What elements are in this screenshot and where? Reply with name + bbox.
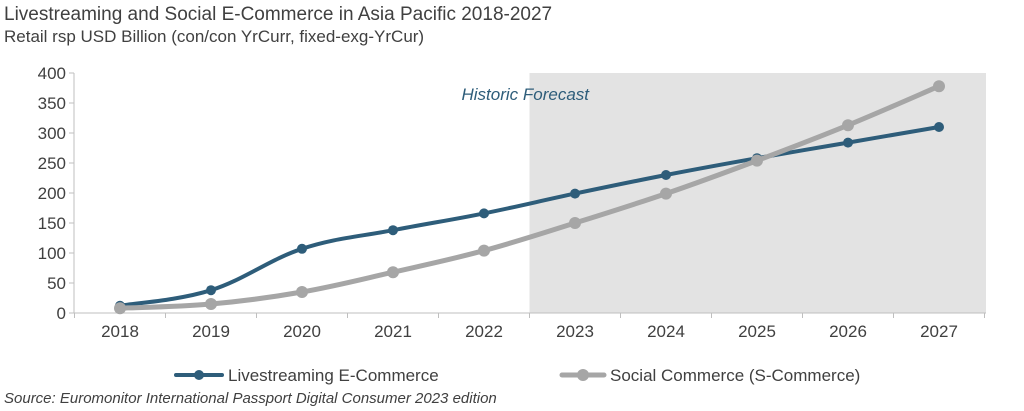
data-point	[297, 243, 307, 254]
data-point	[388, 225, 398, 236]
data-point	[843, 137, 853, 148]
series-social-commerce	[114, 80, 945, 315]
legend-swatch-marker	[194, 370, 204, 380]
x-tick-label: 2022	[465, 322, 503, 341]
data-point	[661, 170, 671, 180]
y-tick-label: 300	[38, 124, 66, 143]
y-tick-label: 50	[47, 274, 66, 293]
x-tick-label: 2021	[374, 322, 412, 341]
y-tick-label: 100	[38, 244, 66, 263]
legend-label: Livestreaming E-Commerce	[228, 366, 439, 385]
data-point	[934, 122, 944, 132]
x-tick-label: 2026	[829, 322, 867, 341]
x-tick-label: 2027	[920, 322, 958, 341]
line-chart: Historic Forecast 0 50 100 150 200 250 300 350 4…	[38, 64, 986, 385]
chart-title: Livestreaming and Social E-Commerce in A…	[4, 4, 553, 25]
data-point	[660, 187, 672, 200]
legend-item: Social Commerce (S-Commerce)	[559, 366, 860, 385]
legend-item: Livestreaming E-Commerce	[174, 366, 439, 385]
data-point	[570, 188, 580, 199]
data-point	[114, 302, 126, 315]
legend-label: Social Commerce (S-Commerce)	[610, 366, 860, 385]
data-point	[478, 244, 490, 257]
forecast-band-label: Historic Forecast	[462, 85, 591, 104]
y-tick-label: 250	[38, 154, 66, 173]
legend-swatch-marker	[577, 369, 589, 381]
series-line	[117, 83, 942, 311]
series-line	[118, 125, 941, 308]
source-note: Source: Euromonitor International Passpo…	[4, 390, 497, 407]
y-tick-label: 150	[38, 214, 66, 233]
y-tick-label: 0	[57, 304, 66, 323]
forecast-band	[529, 73, 986, 313]
x-axis: 2018 2019 2020 2021 2022 2023 2024 2025 2026 2027	[74, 313, 985, 341]
x-tick-label: 2025	[738, 322, 776, 341]
data-point	[205, 298, 217, 310]
x-tick-label: 2020	[283, 322, 321, 341]
y-tick-label: 200	[38, 184, 66, 203]
y-tick-label: 400	[38, 64, 66, 83]
y-axis: 0 50 100 150 200 250 300 350 400	[38, 64, 74, 323]
data-point	[206, 285, 216, 296]
x-tick-label: 2024	[647, 322, 685, 341]
data-point	[569, 217, 581, 229]
x-tick-label: 2023	[556, 322, 594, 341]
y-tick-label: 350	[38, 94, 66, 113]
x-tick-label: 2018	[101, 322, 139, 341]
data-point	[387, 266, 399, 279]
data-point	[933, 80, 945, 93]
series-lines	[114, 80, 945, 315]
legend: Livestreaming E-Commerce Social Commerce …	[174, 366, 860, 385]
x-tick-label: 2019	[192, 322, 230, 341]
data-point	[479, 208, 489, 219]
data-point	[842, 119, 854, 132]
data-point	[296, 286, 308, 298]
data-point	[751, 154, 763, 167]
chart-subtitle: Retail rsp USD Billion (con/con YrCurr, …	[4, 27, 425, 46]
